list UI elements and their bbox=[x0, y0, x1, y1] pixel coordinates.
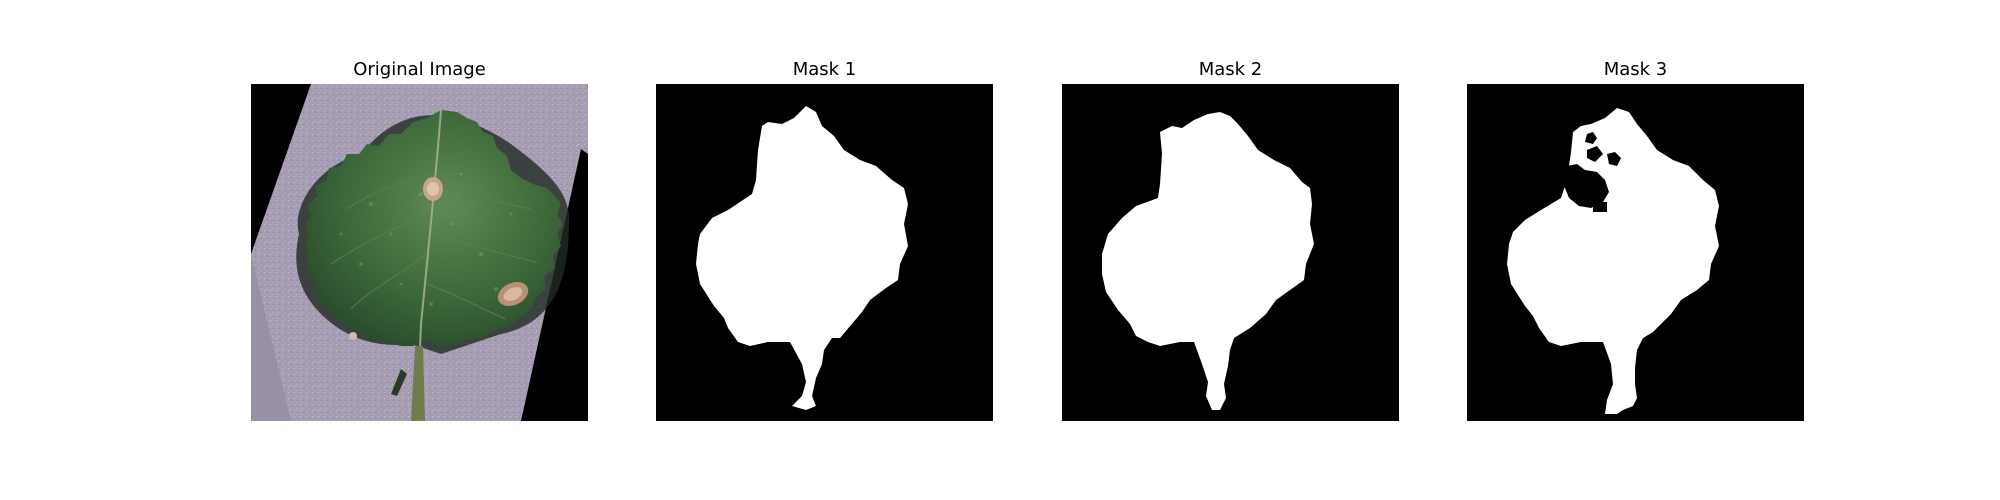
mask-1-panel bbox=[656, 84, 993, 421]
mask-2-region bbox=[1102, 112, 1314, 410]
mask-3-region bbox=[1507, 108, 1719, 414]
mask-3-hole bbox=[1559, 164, 1609, 208]
panel-title-mask-2: Mask 2 bbox=[1198, 59, 1263, 80]
panel-title-original: Original Image bbox=[353, 59, 486, 80]
original-leaf-image bbox=[251, 84, 588, 421]
mask-3-hole bbox=[1585, 132, 1597, 144]
panel-title-mask-3: Mask 3 bbox=[1603, 59, 1668, 80]
original-image-panel bbox=[251, 84, 588, 421]
mask-3-hole bbox=[1607, 152, 1621, 166]
mask-3-hole bbox=[1593, 202, 1607, 212]
mask-2-panel bbox=[1062, 84, 1399, 421]
mask-3-panel bbox=[1467, 84, 1804, 421]
mask-1-image bbox=[656, 84, 993, 421]
mask-3-image bbox=[1467, 84, 1804, 421]
panel-title-mask-1: Mask 1 bbox=[792, 59, 857, 80]
mask-1-region bbox=[696, 106, 908, 410]
mask-2-image bbox=[1062, 84, 1399, 421]
mask-3-hole bbox=[1587, 146, 1603, 162]
